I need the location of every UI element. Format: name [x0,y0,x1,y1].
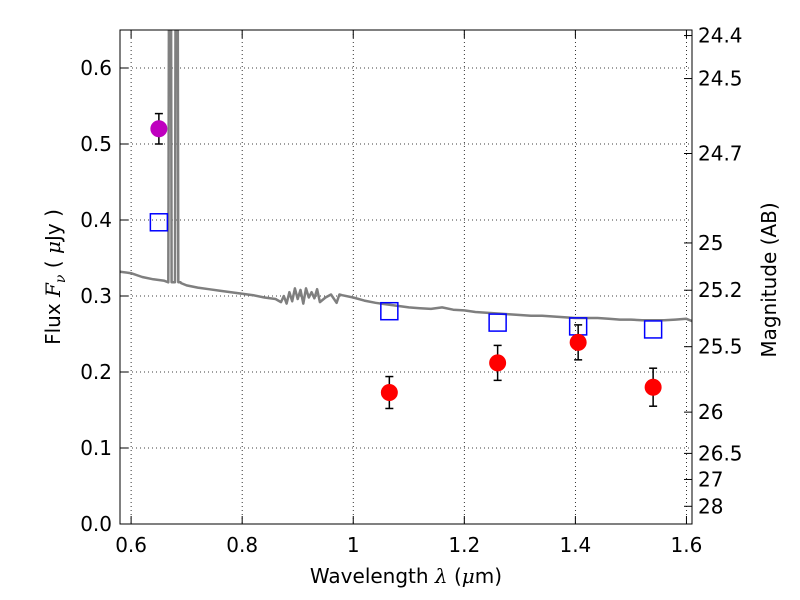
y-axis-right-label: Magnitude (AB) [757,202,781,357]
x-tick-label: 1 [347,533,360,557]
magnitude-tick-label: 25.2 [698,278,743,302]
model-flux-square [380,301,399,321]
observed-flux-point [380,384,398,402]
y-tick-label: 0.2 [80,360,112,384]
magnitude-tick-label: 27 [698,467,723,491]
observed-flux-point [150,120,168,138]
magnitude-tick-label: 24.7 [698,142,743,166]
y-axis-label: Flux Fν ( μJy ) [41,209,69,345]
x-tick-label: 1.2 [448,533,480,557]
x-tick-label: 1.4 [559,533,591,557]
magnitude-tick-label: 28 [698,494,723,518]
x-axis-label: Wavelength λ (μm) [310,564,502,588]
magnitude-tick-label: 25.5 [698,335,743,359]
x-tick-label: 1.6 [671,533,703,557]
y-tick-label: 0.4 [80,208,112,232]
model-flux-square [149,213,169,232]
model-spectrum-line [120,30,692,323]
x-tick-label: 0.6 [115,533,147,557]
x-tick-label: 0.8 [226,533,258,557]
plot-background [120,30,692,524]
axes-frame [119,29,693,525]
magnitude-tick-label: 26 [698,400,723,424]
plot-frame [119,29,693,525]
magnitude-tick-label: 25 [698,231,723,255]
y-tick-label: 0.3 [80,284,112,308]
model-flux-square [643,320,663,339]
y-tick-label: 0.1 [80,436,112,460]
observed-flux-point [644,378,662,396]
observed-flux-point [489,354,507,372]
magnitude-tick-label: 24.5 [698,67,743,91]
y-tick-label: 0.6 [80,56,112,80]
magnitude-tick-label: 26.5 [698,441,743,465]
y-tick-label: 0.5 [80,132,112,156]
data-layer [120,30,692,410]
y-tick-label: 0.0 [80,512,112,536]
observed-flux-point [569,333,587,351]
magnitude-tick-label: 24.4 [698,24,743,48]
tick-labels: 0.6 0.8 1 1.2 1.4 1.6 0.0 0.1 0.2 0.3 0.4 0.5 0.6 24.… [80,24,742,557]
model-flux-square [488,313,507,332]
